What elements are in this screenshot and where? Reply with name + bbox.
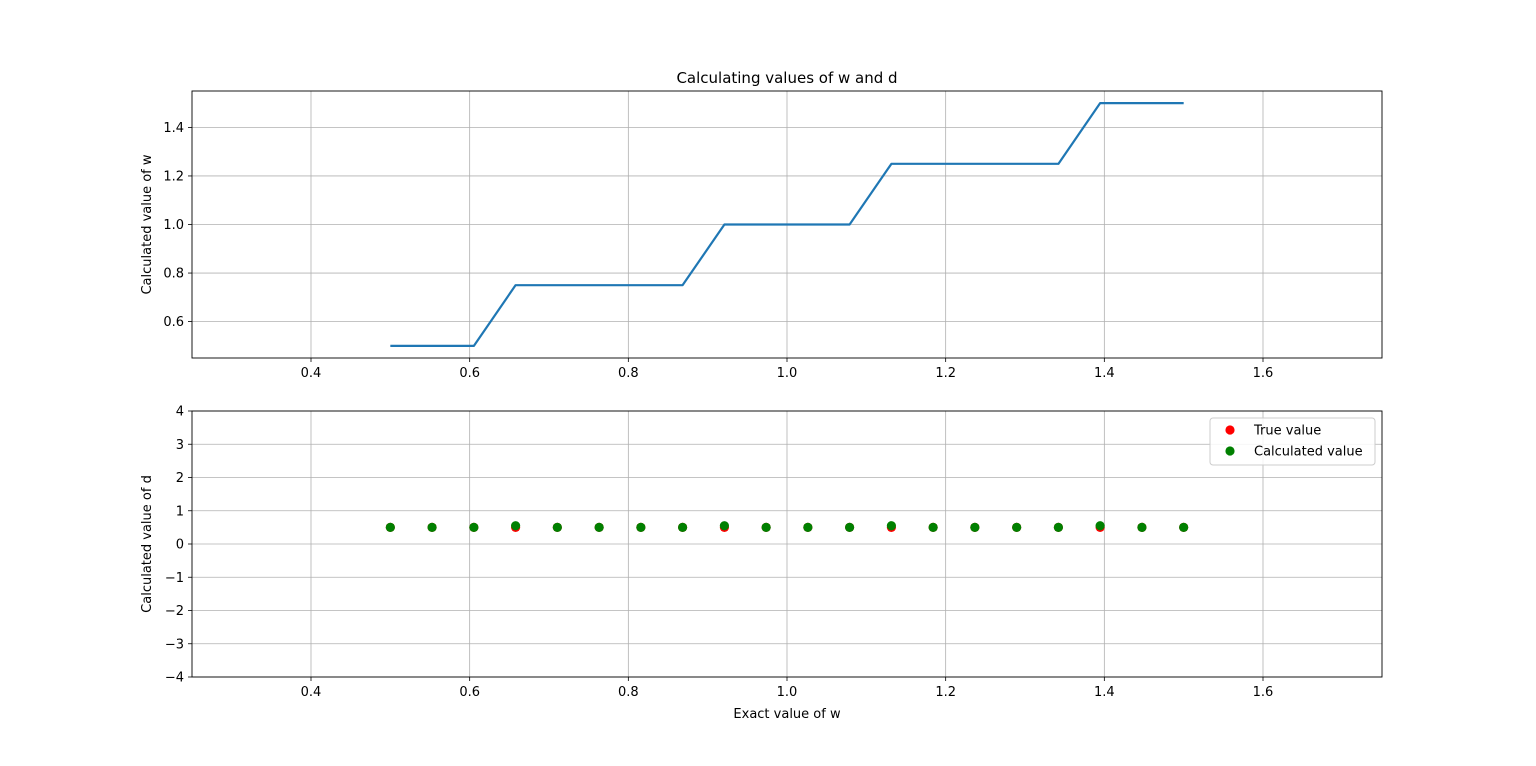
calculated-value-point [677, 522, 688, 532]
y-tick-label: 4 [176, 405, 184, 420]
x-tick-label: 1.4 [1094, 685, 1115, 700]
x-tick-label: 1.2 [935, 685, 956, 700]
x-tick-label: 1.2 [935, 366, 956, 381]
y-tick-label: 1.4 [163, 121, 184, 136]
calculated-value-point [427, 522, 437, 532]
axes-frame [191, 410, 1383, 678]
calculated-value-point [469, 522, 479, 532]
y-tick-label: 2 [176, 471, 184, 486]
calculated-value-point [636, 522, 646, 532]
calculated-value-point [719, 521, 730, 531]
calculated-value-point [886, 521, 897, 531]
calculated-value-point [1137, 522, 1147, 532]
y-tick-label: 1.2 [163, 169, 184, 184]
y-tick-label: 1.0 [163, 218, 184, 233]
x-tick-label: 0.6 [459, 366, 480, 381]
calculated-value-point [1179, 522, 1189, 532]
y-tick-label: −4 [165, 671, 184, 686]
calculated-value-point [803, 522, 813, 532]
y-tick-label: 0 [176, 538, 184, 553]
y-tick-label: 0.8 [163, 267, 184, 282]
calculated-value-point [511, 521, 521, 531]
calculated-value-point [385, 522, 395, 532]
calculated-value-point [552, 522, 562, 532]
top-axes-w: 0.4 0.6 0.8 1.0 1.2 1.4 1.6 0.6 0.8 1.0 1.2 1.4 Calc… [140, 69, 1383, 381]
x-tick-label: 0.6 [459, 685, 480, 700]
calculated-value-point [970, 522, 980, 532]
calculated-value-point [1053, 522, 1063, 532]
x-tick-label: 0.8 [618, 685, 639, 700]
calculated-value-point [761, 522, 771, 532]
x-tick-label: 1.6 [1253, 685, 1274, 700]
chart-title: Calculating values of w and d [676, 69, 897, 87]
y-tick-label: 1 [176, 504, 184, 519]
y-tick-label: −3 [165, 637, 184, 652]
y-tick-label: 3 [176, 438, 184, 453]
x-tick-label: 0.4 [301, 366, 322, 381]
y-tick-label: −2 [165, 604, 184, 619]
x-tick-label: 0.8 [618, 366, 639, 381]
x-axis-label: Exact value of w [733, 707, 841, 722]
y-axis-label: Calculated value of d [140, 475, 155, 613]
legend-calculated-value-label: Calculated value [1254, 445, 1363, 460]
x-tick-label: 1.0 [777, 366, 798, 381]
y-tick-label: 0.6 [163, 315, 184, 330]
x-tick-label: 1.4 [1094, 366, 1115, 381]
y-tick-label: −1 [165, 571, 184, 586]
legend-box [1209, 417, 1376, 466]
calculated-value-point [844, 522, 855, 532]
w-series-line [390, 102, 1184, 347]
x-tick-label: 1.0 [777, 685, 798, 700]
y-axis-label: Calculated value of w [140, 154, 155, 294]
legend-calculated-value-marker [1225, 446, 1235, 456]
legend-true-value-label: True value [1253, 424, 1321, 439]
calculated-value-point [1095, 521, 1105, 531]
calculated-value-point [594, 522, 604, 532]
calculated-value-point [1012, 522, 1022, 532]
x-tick-label: 1.6 [1253, 366, 1274, 381]
axes-frame [191, 90, 1383, 359]
x-tick-label: 0.4 [301, 685, 322, 700]
bottom-axes-d: 0.4 0.6 0.8 1.0 1.2 1.4 1.6 −4 −3 −2 −1 0 1 2 3 4 Exact … [140, 405, 1383, 722]
legend-true-value-marker [1225, 425, 1235, 435]
calculated-value-point [928, 522, 938, 532]
